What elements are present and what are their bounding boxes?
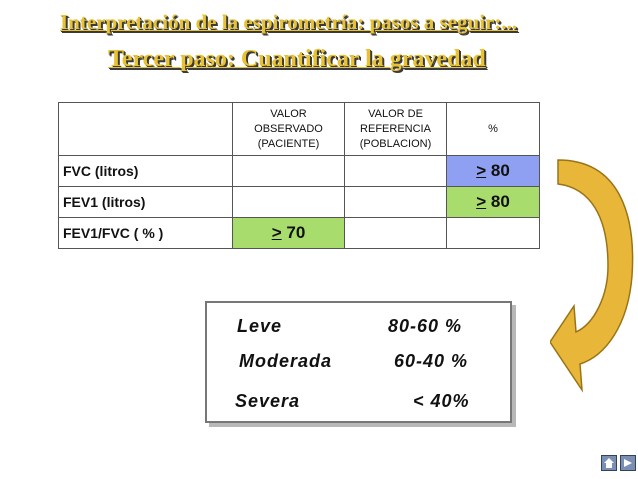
header-line: (POBLACION) bbox=[359, 137, 432, 150]
severity-name: Severa bbox=[235, 391, 301, 411]
header-cell bbox=[58, 102, 233, 156]
slide-title: Interpretación de la espirometría: pasos… bbox=[60, 10, 518, 34]
table-row: FEV1/FVC ( % ) > 70 bbox=[58, 217, 540, 249]
severity-range: < 40% bbox=[413, 391, 470, 411]
curved-arrow-icon bbox=[550, 159, 634, 393]
header-line: OBSERVADO bbox=[254, 122, 323, 135]
header-line: VALOR DE bbox=[368, 107, 423, 120]
table-cell bbox=[232, 155, 345, 187]
header-percent: % bbox=[446, 102, 540, 156]
table-cell bbox=[344, 217, 447, 249]
table-cell bbox=[446, 217, 540, 249]
row-label: FEV1/FVC ( % ) bbox=[58, 217, 233, 249]
header-line: VALOR bbox=[270, 107, 307, 120]
slide-subtitle: Tercer paso: Cuantificar la gravedad bbox=[108, 46, 486, 72]
header-reference: VALOR DE REFERENCIA (POBLACION) bbox=[344, 102, 447, 156]
severity-range: 60-40 % bbox=[394, 351, 469, 371]
table-row: FVC (litros) > 80 bbox=[58, 155, 540, 187]
header-line: % bbox=[488, 122, 498, 135]
next-slide-icon[interactable] bbox=[620, 455, 636, 471]
percent-cell: > 80 bbox=[446, 155, 540, 187]
severity-name: Moderada bbox=[239, 351, 333, 371]
table-cell bbox=[344, 186, 447, 218]
header-line: (PACIENTE) bbox=[257, 137, 320, 150]
row-label: FEV1 (litros) bbox=[58, 186, 233, 218]
home-icon[interactable] bbox=[601, 455, 617, 471]
severity-box: Leve 80-60 % Moderada 60-40 % Severa < 4… bbox=[205, 301, 512, 423]
table-cell bbox=[344, 155, 447, 187]
row-label: FVC (litros) bbox=[58, 155, 233, 187]
header-observed: VALOR OBSERVADO (PACIENTE) bbox=[232, 102, 345, 156]
spirometry-table: VALOR OBSERVADO (PACIENTE) VALOR DE REFEREN… bbox=[58, 102, 540, 249]
severity-range: 80-60 % bbox=[388, 316, 463, 336]
table-row: FEV1 (litros) > 80 bbox=[58, 186, 540, 218]
observed-cell: > 70 bbox=[232, 217, 345, 249]
percent-cell: > 80 bbox=[446, 186, 540, 218]
severity-name: Leve bbox=[237, 316, 283, 336]
header-line: REFERENCIA bbox=[360, 122, 431, 135]
table-header-row: VALOR OBSERVADO (PACIENTE) VALOR DE REFEREN… bbox=[58, 102, 540, 156]
table-cell bbox=[232, 186, 345, 218]
